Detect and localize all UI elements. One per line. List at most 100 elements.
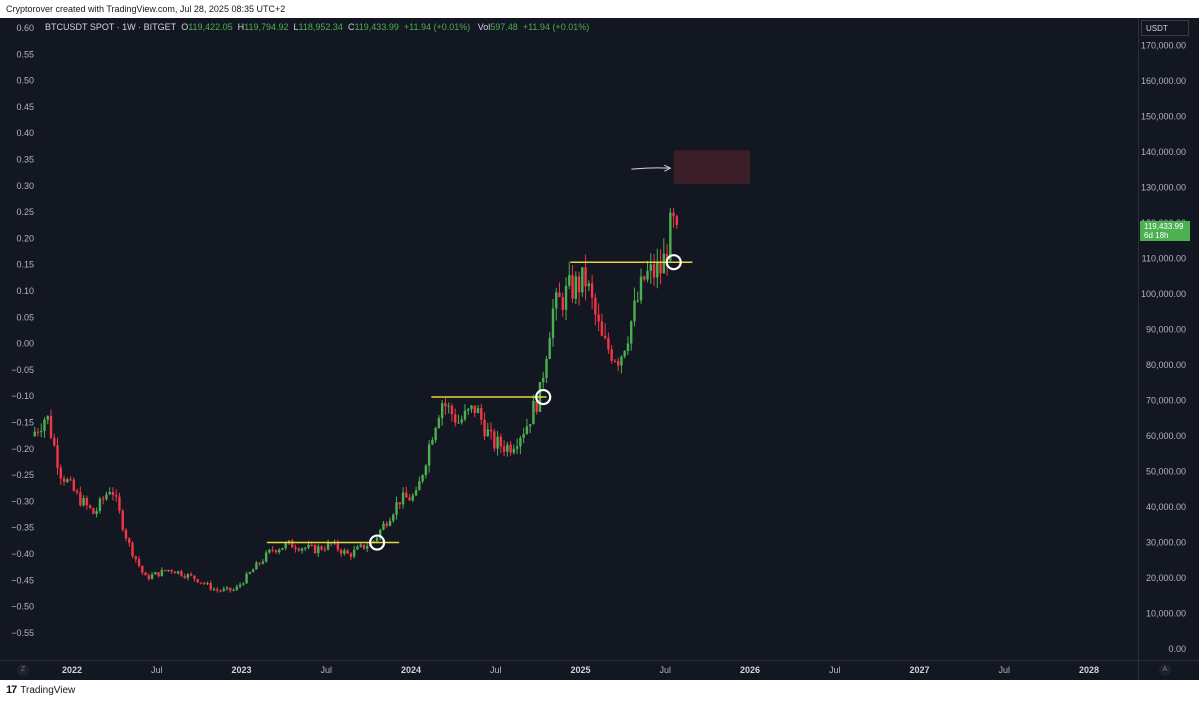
auto-scale-label: A (1162, 666, 1168, 673)
candle-body (49, 415, 53, 438)
candle-body (395, 502, 398, 515)
candle-body (652, 264, 656, 278)
candle-body (620, 356, 623, 366)
candle-body (411, 495, 415, 501)
candle-body (167, 569, 170, 572)
candle-body (173, 571, 177, 574)
close-label: C (347, 22, 355, 32)
candle-body (212, 589, 216, 591)
left-axis-tick: −0.45 (11, 575, 34, 585)
candle-body (542, 377, 545, 383)
tradingview-logo[interactable]: 17 TradingView (6, 684, 75, 696)
candle-body (98, 498, 102, 512)
right-axis-tick: 50,000.00 (1146, 467, 1186, 477)
candle-body (105, 494, 108, 500)
time-axis-year: 2023 (231, 665, 251, 675)
high-label: H (237, 22, 245, 32)
candle-body (258, 562, 261, 564)
candle-body (95, 511, 98, 514)
candle-body (238, 584, 242, 587)
candle-body (665, 253, 669, 261)
candle-body (496, 436, 499, 449)
candle-body (643, 276, 646, 280)
candle-body (365, 545, 369, 549)
candle-body (46, 415, 49, 420)
right-axis-tick: 130,000.00 (1141, 183, 1186, 193)
auto-scale-button[interactable]: A (1159, 664, 1171, 676)
candle-body (568, 275, 571, 286)
candle-body (444, 403, 447, 407)
candle-body (603, 335, 607, 339)
right-axis-tick: 90,000.00 (1146, 325, 1186, 335)
candle-body (72, 479, 76, 491)
candle-body (134, 556, 137, 560)
candle-body (101, 498, 105, 500)
right-axis-tick: 170,000.00 (1141, 41, 1186, 51)
left-axis-tick: −0.25 (11, 470, 34, 480)
low-label: L (293, 22, 299, 32)
left-axis-tick: −0.05 (11, 365, 34, 375)
candle-body (437, 418, 441, 429)
bar-countdown: 6d 18h (1144, 231, 1169, 240)
right-axis-tick: 160,000.00 (1141, 76, 1186, 86)
left-axis-tick: 0.45 (16, 102, 34, 112)
volume-label: Vol (477, 22, 491, 32)
candle-body (467, 408, 470, 411)
candle-body (460, 419, 463, 423)
right-axis-tick: 20,000.00 (1146, 573, 1186, 583)
candle-body (189, 574, 193, 576)
time-axis-year: 2024 (401, 665, 421, 675)
candle-body (291, 540, 294, 548)
candle-body (506, 444, 509, 452)
candle-body (251, 569, 255, 573)
candle-body (480, 408, 483, 420)
candle-body (675, 216, 679, 226)
candle-body (271, 549, 274, 551)
candle-body (160, 569, 164, 577)
candle-body (121, 510, 124, 530)
candle-body (352, 549, 356, 557)
candle-body (486, 429, 489, 437)
candle-body (183, 575, 186, 578)
candle-body (379, 529, 382, 538)
candle-body (613, 360, 617, 362)
candle-body (343, 550, 346, 554)
candle-body (163, 569, 167, 572)
left-axis-tick: 0.25 (16, 207, 34, 217)
candle-body (154, 572, 157, 575)
candle-body (630, 321, 633, 344)
currency-selector[interactable]: USDT (1141, 20, 1189, 36)
chart-area[interactable]: 0.60 0.55 0.50 0.45 0.40 0.35 0.30 0.25 0.20 0.15… (0, 18, 1199, 680)
candle-body (307, 544, 310, 548)
candle-body (82, 498, 85, 506)
left-axis-tick: −0.20 (11, 444, 34, 454)
candle-body (346, 550, 349, 554)
zoom-button[interactable]: Z (17, 664, 29, 676)
candle-body (509, 444, 512, 453)
candle-body (633, 300, 636, 322)
candle-body (336, 542, 340, 550)
right-axis-tick: 30,000.00 (1146, 538, 1186, 548)
candle-body (115, 495, 118, 497)
candle-body (180, 571, 183, 576)
candle-body (268, 549, 271, 553)
candle-body (157, 572, 160, 577)
candle-body (255, 562, 258, 570)
candle-body (440, 403, 444, 419)
candle-body (297, 549, 300, 551)
right-axis-tick: 140,000.00 (1141, 147, 1186, 157)
candle-body (150, 574, 154, 579)
candle-body (186, 574, 190, 578)
candle-body (646, 270, 649, 280)
candle-body (535, 400, 538, 412)
candle-body (561, 297, 564, 310)
candle-body (281, 547, 284, 550)
candle-body (62, 478, 66, 482)
candle-body (242, 583, 245, 585)
time-axis-month: Jul (659, 665, 671, 675)
candle-body (616, 360, 620, 366)
candle-body (66, 479, 69, 482)
time-axis-year: 2025 (570, 665, 590, 675)
candle-body (264, 552, 268, 562)
candle-body (457, 422, 460, 424)
